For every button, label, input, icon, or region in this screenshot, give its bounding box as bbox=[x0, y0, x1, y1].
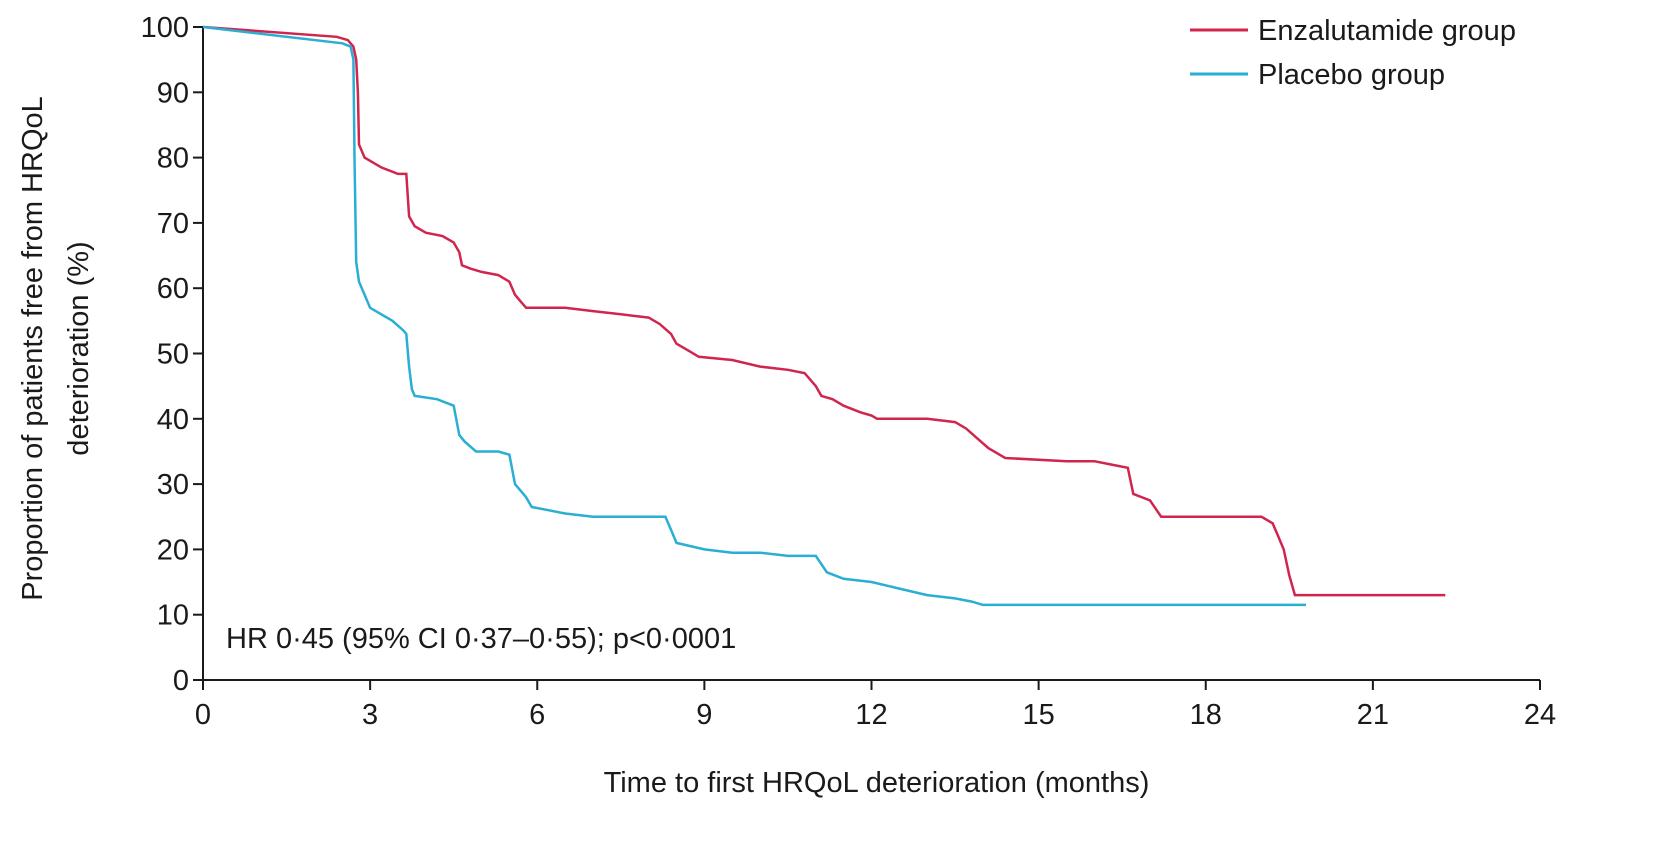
y-tick-label: 90 bbox=[157, 77, 189, 109]
x-tick-label: 24 bbox=[1524, 699, 1556, 731]
series-line-enzalutamide bbox=[202, 25, 1446, 597]
y-axis-title-line2: deterioration (%) bbox=[63, 241, 95, 455]
x-tick-label: 9 bbox=[696, 699, 712, 731]
x-tick-label: 18 bbox=[1190, 699, 1222, 731]
y-tick-label: 10 bbox=[157, 600, 189, 632]
y-tick-label: 0 bbox=[173, 665, 189, 697]
x-tick-label: 3 bbox=[362, 699, 378, 731]
y-tick-label: 100 bbox=[141, 12, 189, 44]
y-tick-label: 70 bbox=[157, 208, 189, 240]
legend-label-placebo: Placebo group bbox=[1258, 59, 1445, 91]
x-tick-label: 15 bbox=[1022, 699, 1054, 731]
axes-layer: 0 3 6 9 12 15 18 21 24 0 10 20 30 40 50 60 70 80 90 100 bbox=[141, 12, 1557, 731]
x-tick-label: 12 bbox=[855, 699, 887, 731]
x-tick-label: 21 bbox=[1357, 699, 1389, 731]
x-tick-label: 0 bbox=[195, 699, 211, 731]
y-tick-label: 20 bbox=[157, 534, 189, 566]
legend: Enzalutamide group Placebo group bbox=[1190, 15, 1516, 91]
y-tick-label: 30 bbox=[157, 469, 189, 501]
y-tick-label: 40 bbox=[157, 404, 189, 436]
legend-label-enzalutamide: Enzalutamide group bbox=[1258, 15, 1516, 47]
hazard-ratio-annotation: HR 0·45 (95% CI 0·37–0·55); p<0·0001 bbox=[226, 623, 736, 655]
y-tick-label: 80 bbox=[157, 143, 189, 175]
y-axis-title-line1: Proportion of patients free from HRQoL bbox=[17, 96, 49, 601]
y-tick-label: 60 bbox=[157, 273, 189, 305]
x-axis-title: Time to first HRQoL deterioration (month… bbox=[604, 767, 1150, 799]
series-line-placebo bbox=[202, 25, 1306, 607]
y-tick-label: 50 bbox=[157, 339, 189, 371]
series-layer bbox=[202, 25, 1446, 607]
x-tick-label: 6 bbox=[529, 699, 545, 731]
